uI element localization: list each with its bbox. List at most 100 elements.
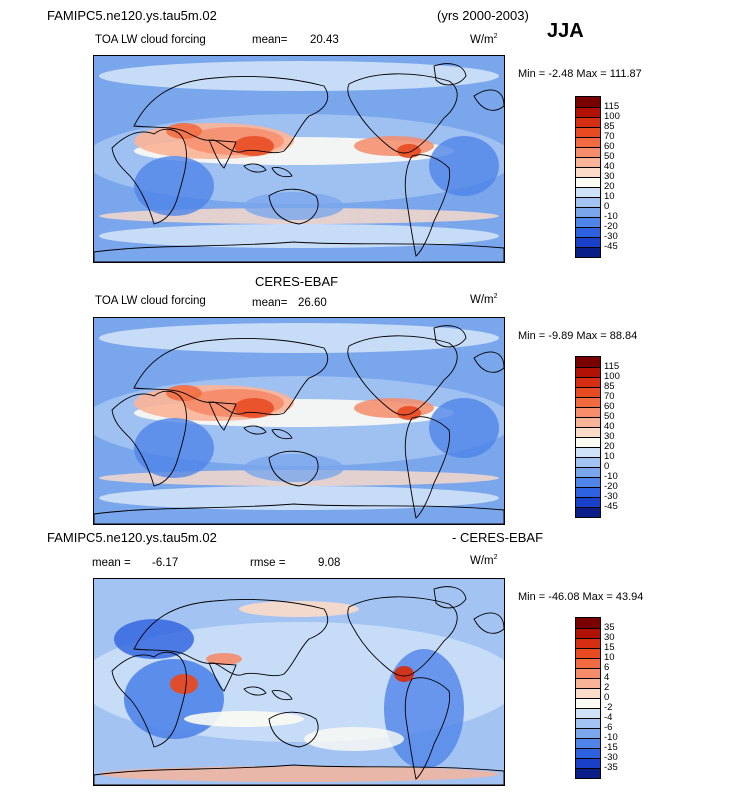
colorbar-swatch (576, 377, 600, 387)
colorbar-swatch (576, 487, 600, 497)
colorbar-swatch (576, 147, 600, 157)
colorbar-swatch (576, 207, 600, 217)
panel1-mean-value: 20.43 (310, 34, 339, 46)
colorbar-label: -45 (604, 501, 618, 512)
colorbar-label: 50 (604, 151, 615, 162)
colorbar-label: -2 (604, 702, 613, 713)
colorbar-swatch (576, 197, 600, 207)
colorbar-label: -20 (604, 221, 618, 232)
colorbar-swatch (576, 708, 600, 718)
panel3-map (93, 578, 505, 786)
colorbar-label: 10 (604, 652, 615, 663)
colorbar-swatch (576, 117, 600, 127)
colorbar-label: 2 (604, 682, 610, 693)
colorbar-label: -20 (604, 481, 618, 492)
colorbar-label: -6 (604, 722, 613, 733)
colorbar-swatch (576, 407, 600, 417)
colorbar-swatch (576, 768, 600, 778)
colorbar-swatch (576, 658, 600, 668)
panel1-colorbar: 115 100 85 70 60 50 40 30 20 10 0 -10 -20 -30 -45 (575, 96, 620, 258)
panel2-mean-value: 26.60 (298, 297, 327, 309)
panel3-mean-label: mean = (92, 557, 131, 569)
colorbar-swatch (576, 638, 600, 648)
colorbar-label: 10 (604, 451, 615, 462)
colorbar-swatch (576, 247, 600, 257)
panel1-units: W/m2 (470, 33, 498, 46)
panel2-map (93, 317, 505, 525)
colorbar-label: 115 (604, 361, 620, 372)
colorbar-label: 4 (604, 672, 610, 683)
colorbar-label: 85 (604, 121, 615, 132)
colorbar-label: 115 (604, 101, 620, 112)
panel3-units: W/m2 (470, 554, 498, 567)
colorbar-label: 20 (604, 181, 615, 192)
colorbar-label: 85 (604, 381, 615, 392)
colorbar-label: 70 (604, 131, 615, 142)
panel3-colorbar: 35 30 15 10 6 4 2 0 -2 -4 -6 -10 -15 -30 -35 (575, 617, 618, 779)
panel2-variable: TOA LW cloud forcing (95, 295, 206, 307)
colorbar-swatch (576, 728, 600, 738)
colorbar-swatch (576, 648, 600, 658)
panel2-heading: CERES-EBAF (255, 274, 339, 289)
colorbar-label: 40 (604, 421, 615, 432)
colorbar-label: 30 (604, 431, 615, 442)
colorbar-swatch (576, 387, 600, 397)
colorbar-label: 20 (604, 441, 615, 452)
colorbar-label: -35 (604, 762, 618, 773)
colorbar-label: 50 (604, 411, 615, 422)
colorbar-swatch (576, 97, 600, 107)
colorbar-label: 6 (604, 662, 610, 673)
colorbar-swatch (576, 397, 600, 407)
colorbar-swatch (576, 718, 600, 728)
colorbar-swatch (576, 738, 600, 748)
colorbar-swatch (576, 137, 600, 147)
colorbar-swatch (576, 427, 600, 437)
colorbar-label: 10 (604, 191, 615, 202)
colorbar-label: 100 (604, 111, 620, 122)
colorbar-swatch (576, 668, 600, 678)
colorbar-label: -45 (604, 241, 618, 252)
colorbar-swatch (576, 127, 600, 137)
season-label: JJA (547, 20, 584, 42)
colorbar-swatch (576, 157, 600, 167)
colorbar-swatch (576, 177, 600, 187)
colorbar-swatch (576, 628, 600, 638)
colorbar-swatch (576, 447, 600, 457)
colorbar-label: 60 (604, 401, 615, 412)
panel1-variable: TOA LW cloud forcing (95, 34, 206, 46)
colorbar-label: 60 (604, 141, 615, 152)
colorbar-label: -10 (604, 732, 618, 743)
colorbar-swatch (576, 497, 600, 507)
colorbar-swatch (576, 217, 600, 227)
colorbar-label: 40 (604, 161, 615, 172)
colorbar-label: -30 (604, 752, 618, 763)
panel3-heading-right: - CERES-EBAF (452, 530, 544, 545)
colorbar-swatch (576, 507, 600, 517)
panel1-mean-label: mean= (252, 34, 288, 46)
colorbar-swatch (576, 367, 600, 377)
colorbar-swatch (576, 748, 600, 758)
colorbar-label: 0 (604, 201, 610, 212)
panel1-map (93, 55, 505, 263)
panel3-rmse-label: rmse = (250, 557, 286, 569)
colorbar-label: -10 (604, 471, 618, 482)
panel3-heading-left: FAMIPC5.ne120.ys.tau5m.02 (47, 530, 217, 545)
colorbar-swatch (576, 467, 600, 477)
colorbar-swatch (576, 457, 600, 467)
colorbar-label: -10 (604, 211, 618, 222)
colorbar-swatch (576, 227, 600, 237)
colorbar-label: 0 (604, 692, 610, 703)
colorbar-label: -15 (604, 742, 618, 753)
panel2-minmax: Min = -9.89 Max = 88.84 (518, 330, 638, 342)
colorbar-swatch (576, 698, 600, 708)
colorbar-swatch (576, 688, 600, 698)
colorbar-swatch (576, 167, 600, 177)
panel2-units: W/m2 (470, 293, 498, 306)
colorbar-label: 30 (604, 171, 615, 182)
colorbar-swatch (576, 237, 600, 247)
panel1-minmax: Min = -2.48 Max = 111.87 (518, 68, 642, 80)
panel3-minmax: Min = -46.08 Max = 43.94 (518, 591, 644, 603)
colorbar-label: 30 (604, 632, 615, 643)
colorbar-label: 70 (604, 391, 615, 402)
colorbar-label: 0 (604, 461, 610, 472)
